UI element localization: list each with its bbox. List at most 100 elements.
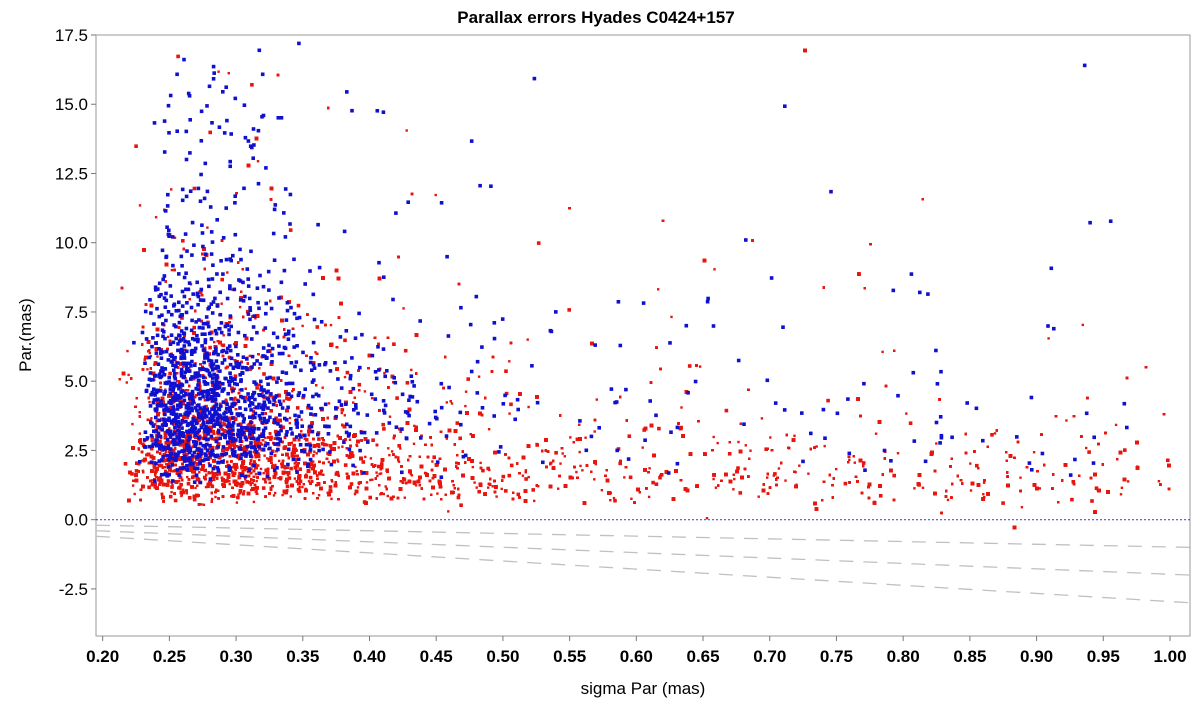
red-point <box>471 465 474 469</box>
red-point <box>230 469 233 472</box>
red-point <box>450 402 454 405</box>
red-point <box>554 451 558 455</box>
red-point <box>328 485 333 489</box>
red-point <box>168 371 172 376</box>
red-point <box>536 241 541 245</box>
red-point <box>247 436 250 439</box>
red-point <box>293 462 296 465</box>
red-point <box>1065 419 1068 422</box>
red-point <box>295 406 300 410</box>
red-point <box>156 355 159 358</box>
red-point <box>262 477 265 481</box>
red-point <box>371 438 375 442</box>
red-point <box>459 503 463 507</box>
red-point <box>508 360 511 363</box>
red-point <box>680 406 683 409</box>
red-point <box>204 404 208 409</box>
red-point <box>206 226 209 229</box>
red-point <box>1047 337 1050 340</box>
red-point <box>298 486 301 489</box>
red-point <box>432 455 436 459</box>
red-point <box>199 409 203 414</box>
red-point <box>410 474 413 477</box>
red-point <box>447 510 450 513</box>
red-point <box>308 450 312 454</box>
red-point <box>146 368 149 371</box>
red-point <box>181 239 185 243</box>
red-point <box>292 443 296 448</box>
red-point <box>127 373 130 377</box>
red-point <box>716 441 719 445</box>
red-point <box>397 444 401 448</box>
red-point <box>254 317 257 320</box>
red-point <box>892 473 896 478</box>
red-point <box>609 499 612 502</box>
red-point <box>531 488 535 492</box>
red-point <box>200 503 203 506</box>
red-point <box>390 450 394 453</box>
red-point <box>135 461 139 465</box>
red-point <box>167 462 171 465</box>
red-point <box>313 450 316 453</box>
red-point <box>336 458 339 461</box>
red-point <box>595 398 598 401</box>
red-point <box>211 470 214 473</box>
red-point <box>155 470 158 473</box>
red-point <box>1094 486 1099 490</box>
red-point <box>807 472 810 475</box>
red-point <box>357 382 362 387</box>
red-point <box>524 477 528 481</box>
red-point <box>341 445 344 448</box>
red-point <box>657 288 660 291</box>
red-point <box>261 486 266 490</box>
red-point <box>289 495 292 498</box>
red-point <box>147 485 151 490</box>
red-point <box>537 485 540 488</box>
red-point <box>236 445 240 448</box>
red-point <box>533 499 536 503</box>
red-point <box>578 450 581 454</box>
red-point <box>670 315 673 319</box>
red-point <box>1020 506 1024 509</box>
red-point <box>733 477 736 481</box>
red-point <box>559 462 562 465</box>
red-point <box>255 479 258 483</box>
red-point <box>488 468 491 472</box>
red-point <box>436 492 439 495</box>
red-point <box>328 444 333 448</box>
red-point <box>823 444 826 448</box>
red-point <box>371 478 374 481</box>
plot-frame <box>95 34 1191 637</box>
red-point <box>315 452 318 455</box>
red-point <box>247 480 252 485</box>
red-point <box>172 394 175 397</box>
red-point <box>349 482 354 486</box>
red-point <box>137 448 140 451</box>
red-point <box>187 496 192 500</box>
red-point <box>874 432 878 435</box>
red-point <box>773 472 777 476</box>
red-point <box>1081 323 1084 327</box>
red-point <box>569 436 572 439</box>
red-point <box>160 464 164 467</box>
red-point <box>386 494 389 498</box>
chart-title: Parallax errors Hyades C0424+157 <box>457 8 734 27</box>
red-point <box>247 434 251 438</box>
red-point <box>281 493 284 497</box>
red-point <box>327 460 331 464</box>
red-point <box>486 466 490 471</box>
red-point <box>993 432 997 435</box>
red-point <box>618 461 622 466</box>
red-point <box>300 418 303 421</box>
red-point <box>413 424 416 428</box>
red-point <box>211 429 216 434</box>
red-point <box>969 462 972 465</box>
red-point <box>395 396 399 400</box>
red-point <box>269 435 273 440</box>
red-point <box>307 480 311 483</box>
red-point <box>301 485 304 489</box>
red-point <box>495 495 498 498</box>
red-point <box>1038 487 1041 490</box>
red-point <box>593 430 596 433</box>
red-point <box>186 389 190 392</box>
